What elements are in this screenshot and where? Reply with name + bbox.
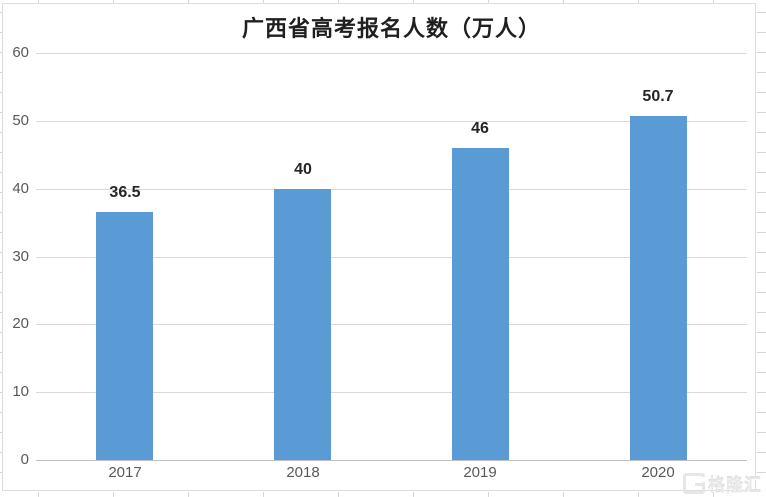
sheet-gridline-tick (757, 272, 766, 273)
watermark: 格隆汇 (683, 471, 762, 495)
y-tick-label: 40 (12, 180, 29, 197)
sheet-gridline-tick (563, 0, 564, 3)
sheet-gridline-tick (0, 152, 2, 153)
sheet-gridline-tick (0, 212, 2, 213)
sheet-gridline-tick (0, 32, 2, 33)
gelonghui-logo-icon (683, 472, 706, 494)
x-tick-label: 2019 (463, 464, 497, 481)
chart-title: 广西省高考报名人数（万人） (241, 16, 541, 41)
sheet-gridline-tick (757, 32, 766, 33)
sheet-gridline-tick (0, 332, 2, 333)
sheet-gridline-tick (0, 232, 2, 233)
sheet-gridline-tick (0, 272, 2, 273)
sheet-gridline-tick (0, 72, 2, 73)
y-tick-label: 0 (20, 451, 29, 468)
sheet-gridline-tick (757, 112, 766, 113)
x-tick-label: 2017 (108, 464, 142, 481)
sheet-gridline-tick (0, 92, 2, 93)
sheet-gridline-tick (113, 0, 114, 3)
sheet-gridline-tick (563, 492, 564, 497)
gridline (36, 257, 747, 258)
sheet-gridline-tick (757, 232, 766, 233)
x-axis-line (36, 460, 747, 461)
sheet-gridline-tick (0, 472, 2, 473)
sheet-gridline-tick (757, 312, 766, 313)
sheet-gridline-tick (0, 292, 2, 293)
sheet-gridline-tick (488, 0, 489, 3)
y-tick-label: 50 (12, 112, 29, 129)
sheet-gridline-tick (757, 332, 766, 333)
sheet-gridline-tick (338, 492, 339, 497)
sheet-gridline-tick (413, 492, 414, 497)
y-tick-label: 30 (12, 248, 29, 265)
sheet-gridline-tick (757, 292, 766, 293)
gridline (36, 324, 747, 325)
sheet-gridline-tick (38, 0, 39, 3)
sheet-gridline-tick (757, 432, 766, 433)
sheet-gridline-tick (757, 72, 766, 73)
sheet-gridline-tick (188, 492, 189, 497)
data-label: 36.5 (109, 184, 141, 201)
sheet-gridline-tick (757, 12, 766, 13)
sheet-gridline-tick (757, 132, 766, 133)
sheet-gridline-tick (0, 252, 2, 253)
sheet-gridline-tick (488, 492, 489, 497)
sheet-gridline-tick (757, 352, 766, 353)
sheet-gridline-tick (38, 492, 39, 497)
gridline (36, 189, 747, 190)
sheet-gridline-tick (0, 192, 2, 193)
bar-2017 (96, 212, 153, 460)
sheet-gridline-tick (757, 212, 766, 213)
bar-2020 (630, 116, 687, 460)
sheet-gridline-tick (0, 432, 2, 433)
x-tick-label: 2018 (286, 464, 320, 481)
sheet-gridline-tick (0, 52, 2, 53)
x-tick-label: 2020 (641, 464, 675, 481)
sheet-gridline-tick (0, 392, 2, 393)
sheet-gridline-tick (757, 92, 766, 93)
sheet-gridline-tick (757, 472, 766, 473)
sheet-gridline-tick (263, 0, 264, 3)
sheet-gridline-tick (757, 152, 766, 153)
y-tick-label: 60 (12, 44, 29, 61)
sheet-gridline-tick (757, 192, 766, 193)
sheet-gridline-tick (413, 0, 414, 3)
sheet-gridline-tick (757, 452, 766, 453)
sheet-gridline-tick (0, 112, 2, 113)
sheet-gridline-tick (0, 172, 2, 173)
sheet-gridline-tick (0, 312, 2, 313)
sheet-gridline-tick (0, 452, 2, 453)
gridline (36, 53, 747, 54)
sheet-gridline-tick (0, 372, 2, 373)
sheet-gridline-tick (0, 352, 2, 353)
sheet-gridline-tick (713, 492, 714, 497)
sheet-gridline-tick (757, 392, 766, 393)
sheet-gridline-tick (713, 0, 714, 3)
sheet-gridline-tick (757, 52, 766, 53)
data-label: 46 (471, 120, 489, 137)
sheet-gridline-tick (0, 12, 2, 13)
sheet-gridline-tick (188, 0, 189, 3)
watermark-text: 格隆汇 (708, 475, 762, 495)
sheet-gridline-tick (638, 492, 639, 497)
sheet-gridline-tick (757, 412, 766, 413)
sheet-gridline-tick (757, 172, 766, 173)
bar-2018 (274, 189, 331, 460)
data-label: 40 (294, 161, 312, 178)
sheet-gridline-tick (263, 492, 264, 497)
sheet-gridline-tick (113, 492, 114, 497)
data-label: 50.7 (642, 88, 674, 105)
bar-2019 (452, 148, 509, 460)
sheet-gridline-tick (338, 0, 339, 3)
sheet-gridline-tick (638, 0, 639, 3)
y-tick-label: 10 (12, 383, 29, 400)
sheet-gridline-tick (0, 132, 2, 133)
gridline (36, 392, 747, 393)
sheet-gridline-tick (0, 412, 2, 413)
sheet-gridline-tick (757, 252, 766, 253)
y-tick-label: 20 (12, 315, 29, 332)
gridline (36, 121, 747, 122)
sheet-gridline-tick (757, 372, 766, 373)
